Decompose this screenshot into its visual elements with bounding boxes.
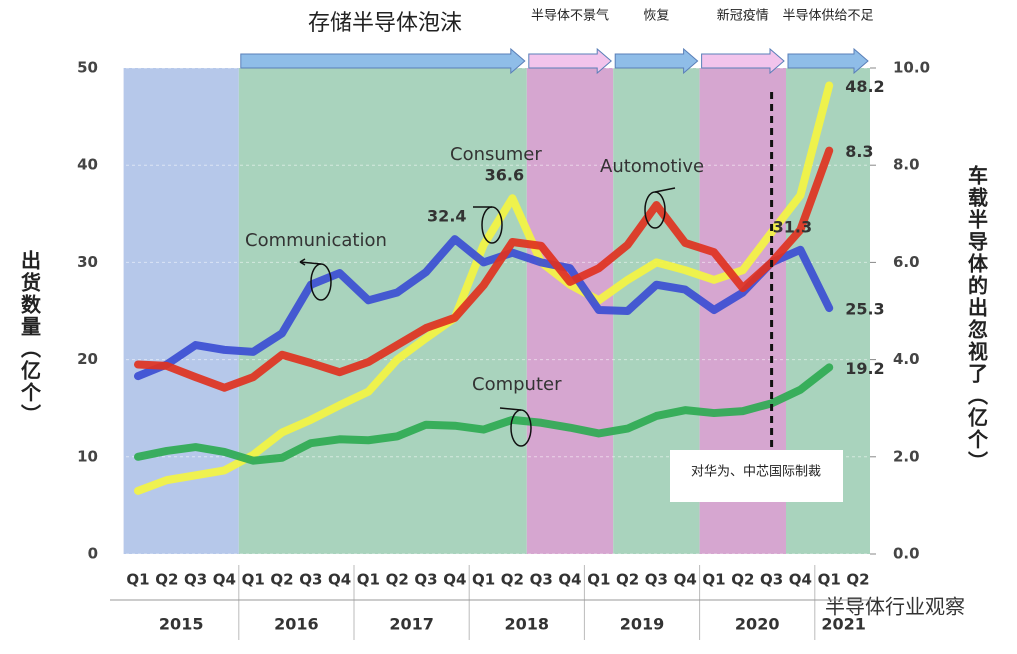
phase-arrow bbox=[614, 47, 699, 75]
phase-arrow bbox=[701, 47, 785, 75]
x-tick-label: Q1 bbox=[587, 571, 610, 589]
x-tick-label: Q3 bbox=[414, 571, 437, 589]
series-label: Computer bbox=[472, 374, 562, 395]
x-tick-label: Q4 bbox=[213, 571, 236, 589]
phase-label: 半导体不景气 bbox=[531, 8, 609, 24]
y2-tick-label: 4.0 bbox=[893, 350, 920, 368]
year-label: 2017 bbox=[389, 615, 434, 634]
x-tick-label: Q3 bbox=[299, 571, 322, 589]
x-tick-label: Q4 bbox=[443, 571, 466, 589]
y2-tick-label: 8.0 bbox=[893, 156, 920, 174]
x-tick-label: Q1 bbox=[702, 571, 725, 589]
data-label: 8.3 bbox=[845, 142, 873, 161]
x-tick-label: Q3 bbox=[530, 571, 553, 589]
x-tick-label: Q1 bbox=[126, 571, 149, 589]
watermark: 半导体行业观察 bbox=[825, 595, 965, 619]
phase-label: 新冠疫情 bbox=[717, 8, 769, 24]
x-tick-label: Q1 bbox=[818, 571, 841, 589]
phase-label: 半导体供给不足 bbox=[782, 9, 873, 24]
x-tick-label: Q4 bbox=[558, 571, 581, 589]
phase-label: 恢复 bbox=[643, 9, 669, 24]
year-label: 2021 bbox=[821, 615, 866, 634]
x-tick-label: Q2 bbox=[155, 571, 178, 589]
x-tick-label: Q2 bbox=[386, 571, 409, 589]
y2-tick-label: 2.0 bbox=[893, 447, 920, 465]
year-label: 2015 bbox=[159, 615, 204, 634]
y-tick-label: 50 bbox=[77, 59, 98, 77]
data-label: 32.4 bbox=[427, 207, 466, 226]
series-line bbox=[134, 235, 834, 381]
x-tick-label: Q1 bbox=[357, 571, 380, 589]
year-label: 2020 bbox=[735, 615, 780, 634]
x-tick-label: Q1 bbox=[242, 571, 265, 589]
data-label: 36.6 bbox=[485, 166, 524, 185]
series-lines bbox=[134, 81, 834, 495]
series-line bbox=[134, 81, 834, 495]
x-tick-label: Q3 bbox=[184, 571, 207, 589]
data-label: 31.3 bbox=[773, 217, 812, 236]
x-tick-label: Q3 bbox=[760, 571, 783, 589]
phase-arrow bbox=[787, 47, 869, 75]
event-label: 对华为、中芯国际制裁 bbox=[691, 464, 821, 480]
y-tick-label: 20 bbox=[77, 350, 98, 368]
x-tick-label: Q3 bbox=[645, 571, 668, 589]
event-box bbox=[670, 450, 843, 502]
data-label: 25.3 bbox=[845, 300, 884, 319]
period-band bbox=[238, 68, 527, 554]
data-label: 48.2 bbox=[845, 77, 884, 96]
x-tick-label: Q2 bbox=[616, 571, 639, 589]
series-line bbox=[134, 363, 834, 465]
x-tick-label: Q2 bbox=[270, 571, 293, 589]
x-tick-label: Q1 bbox=[472, 571, 495, 589]
x-tick-label: Q2 bbox=[501, 571, 524, 589]
y2-tick-label: 10.0 bbox=[893, 59, 930, 77]
phase-label: 存储半导体泡沫 bbox=[308, 11, 462, 36]
series-label: Consumer bbox=[450, 144, 542, 165]
x-tick-label: Q2 bbox=[846, 571, 869, 589]
y2-tick-label: 6.0 bbox=[893, 253, 920, 271]
x-tick-label: Q4 bbox=[789, 571, 812, 589]
x-tick-label: Q2 bbox=[731, 571, 754, 589]
y-axis-title: 出货数量（亿个） bbox=[18, 250, 42, 426]
data-label: 19.2 bbox=[845, 359, 884, 378]
series-label: Communication bbox=[245, 230, 387, 251]
y-tick-label: 10 bbox=[77, 447, 98, 465]
phase-arrow bbox=[528, 47, 612, 75]
series-label: Automotive bbox=[600, 156, 704, 177]
x-tick-label: Q4 bbox=[328, 571, 351, 589]
y-tick-label: 0 bbox=[88, 545, 98, 563]
series-line bbox=[134, 146, 834, 392]
year-label: 2016 bbox=[274, 615, 319, 634]
callout-symbols bbox=[299, 187, 676, 447]
y-tick-label: 30 bbox=[77, 253, 98, 271]
x-tick-label: Q4 bbox=[674, 571, 697, 589]
phase-arrow bbox=[240, 47, 526, 75]
year-label: 2019 bbox=[620, 615, 665, 634]
y2-axis-title: 车载半导体的出忽视了（亿个） bbox=[965, 164, 989, 473]
y2-tick-label: 0.0 bbox=[893, 545, 920, 563]
y-tick-label: 40 bbox=[77, 156, 98, 174]
year-label: 2018 bbox=[505, 615, 550, 634]
